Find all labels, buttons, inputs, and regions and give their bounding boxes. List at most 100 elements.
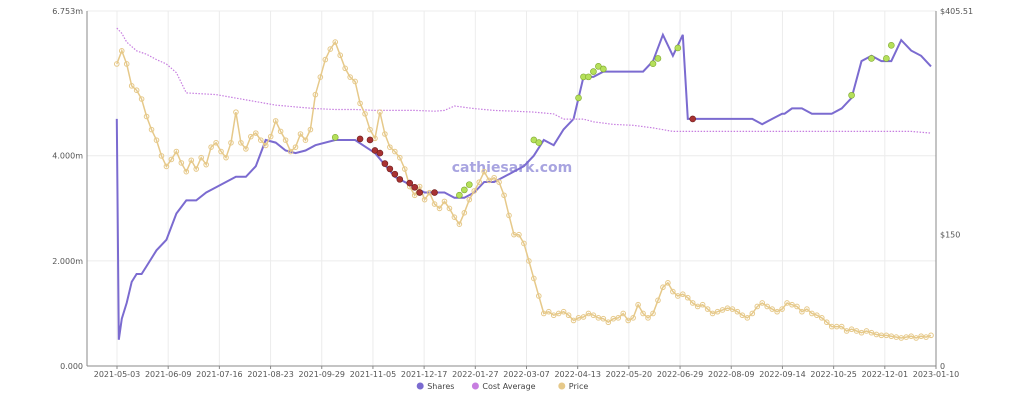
price-point xyxy=(600,315,607,322)
price-point xyxy=(630,315,636,321)
price-point xyxy=(754,303,761,310)
buy-marker xyxy=(888,42,895,49)
sell-marker xyxy=(396,176,404,183)
price-point xyxy=(575,315,582,321)
price-point xyxy=(809,310,815,317)
price-point xyxy=(521,240,527,247)
price-point xyxy=(536,293,542,299)
price-point xyxy=(113,61,120,67)
price-point xyxy=(570,317,577,324)
price-point xyxy=(248,133,254,140)
price-point xyxy=(486,177,492,184)
buy-marker xyxy=(465,181,473,188)
price-point xyxy=(476,179,483,185)
price-point xyxy=(665,280,671,286)
series-line-price xyxy=(116,40,932,339)
price-point xyxy=(670,288,676,295)
legend[interactable]: Shares Cost Average Price xyxy=(416,382,589,391)
sell-marker xyxy=(391,170,399,178)
buy-marker xyxy=(868,55,875,62)
price-point xyxy=(819,315,825,321)
price-point xyxy=(183,168,190,175)
price-point xyxy=(794,303,800,310)
price-point xyxy=(719,307,726,313)
price-point xyxy=(848,326,855,333)
price-point xyxy=(396,154,403,161)
price-point xyxy=(491,174,497,181)
price-point xyxy=(863,328,870,334)
price-point xyxy=(585,310,592,317)
buy-marker xyxy=(848,91,855,99)
price-point xyxy=(352,78,358,85)
sell-marker xyxy=(416,189,423,196)
sell-marker xyxy=(381,160,389,167)
series-line-cost-average xyxy=(116,27,932,134)
price-point xyxy=(213,139,219,146)
price-point xyxy=(153,137,160,143)
price-point xyxy=(888,333,895,340)
price-point xyxy=(704,306,711,312)
price-point xyxy=(347,74,353,80)
price-point xyxy=(123,61,130,67)
price-point xyxy=(531,275,537,282)
price-point xyxy=(307,126,314,133)
price-point xyxy=(133,87,140,94)
price-point xyxy=(868,329,875,336)
legend-item-price[interactable]: Price xyxy=(558,382,588,391)
price-point xyxy=(843,328,850,334)
price-point xyxy=(650,310,656,317)
price-point xyxy=(322,56,329,63)
buy-marker xyxy=(535,139,543,146)
x-tick-label: 2022-06-29 xyxy=(657,370,704,379)
x-tick-label: 2022-08-09 xyxy=(708,370,755,379)
legend-swatch xyxy=(471,382,479,390)
price-point xyxy=(357,100,363,107)
buy-marker xyxy=(654,55,662,62)
price-point xyxy=(456,221,463,227)
buy-marker xyxy=(585,73,592,81)
legend-swatch xyxy=(416,382,424,390)
price-point xyxy=(481,168,487,175)
price-point xyxy=(158,153,165,159)
price-point xyxy=(684,294,691,301)
x-tick-label: 2022-09-14 xyxy=(759,370,806,379)
buy-marker xyxy=(674,44,682,52)
price-point xyxy=(784,300,790,306)
y-right-tick-label: $405.51 xyxy=(940,7,973,16)
sell-marker xyxy=(376,149,384,157)
y-left-tick-label: 0.000 xyxy=(60,362,83,371)
price-point xyxy=(466,196,473,203)
price-point xyxy=(858,329,865,336)
price-point xyxy=(243,146,249,152)
x-tick-label: 2022-05-20 xyxy=(606,370,653,379)
price-point xyxy=(873,331,880,338)
buy-marker xyxy=(456,191,463,199)
legend-item-shares[interactable]: Shares xyxy=(416,382,455,391)
buy-marker xyxy=(331,134,339,141)
price-point xyxy=(223,154,229,161)
x-tick-label: 2022-04-13 xyxy=(554,370,601,379)
price-point xyxy=(804,306,810,312)
price-point xyxy=(898,335,905,341)
price-point xyxy=(714,308,721,315)
price-point xyxy=(893,334,900,340)
price-point xyxy=(228,139,234,146)
price-point xyxy=(441,198,448,205)
price-point xyxy=(262,142,269,149)
price-point xyxy=(208,144,214,150)
legend-item-cost-average[interactable]: Cost Average xyxy=(471,382,536,391)
price-point xyxy=(332,39,339,45)
sell-marker xyxy=(366,136,374,144)
price-point xyxy=(709,310,716,317)
price-point xyxy=(436,205,443,212)
price-point xyxy=(401,166,408,172)
price-point xyxy=(605,319,612,326)
price-point xyxy=(923,334,929,340)
price-point xyxy=(178,160,185,166)
price-point xyxy=(679,291,686,298)
y-right-tick-label: 0 xyxy=(940,362,945,371)
price-point xyxy=(764,303,770,310)
x-tick-label: 2022-10-25 xyxy=(810,370,857,379)
price-point xyxy=(377,109,383,115)
